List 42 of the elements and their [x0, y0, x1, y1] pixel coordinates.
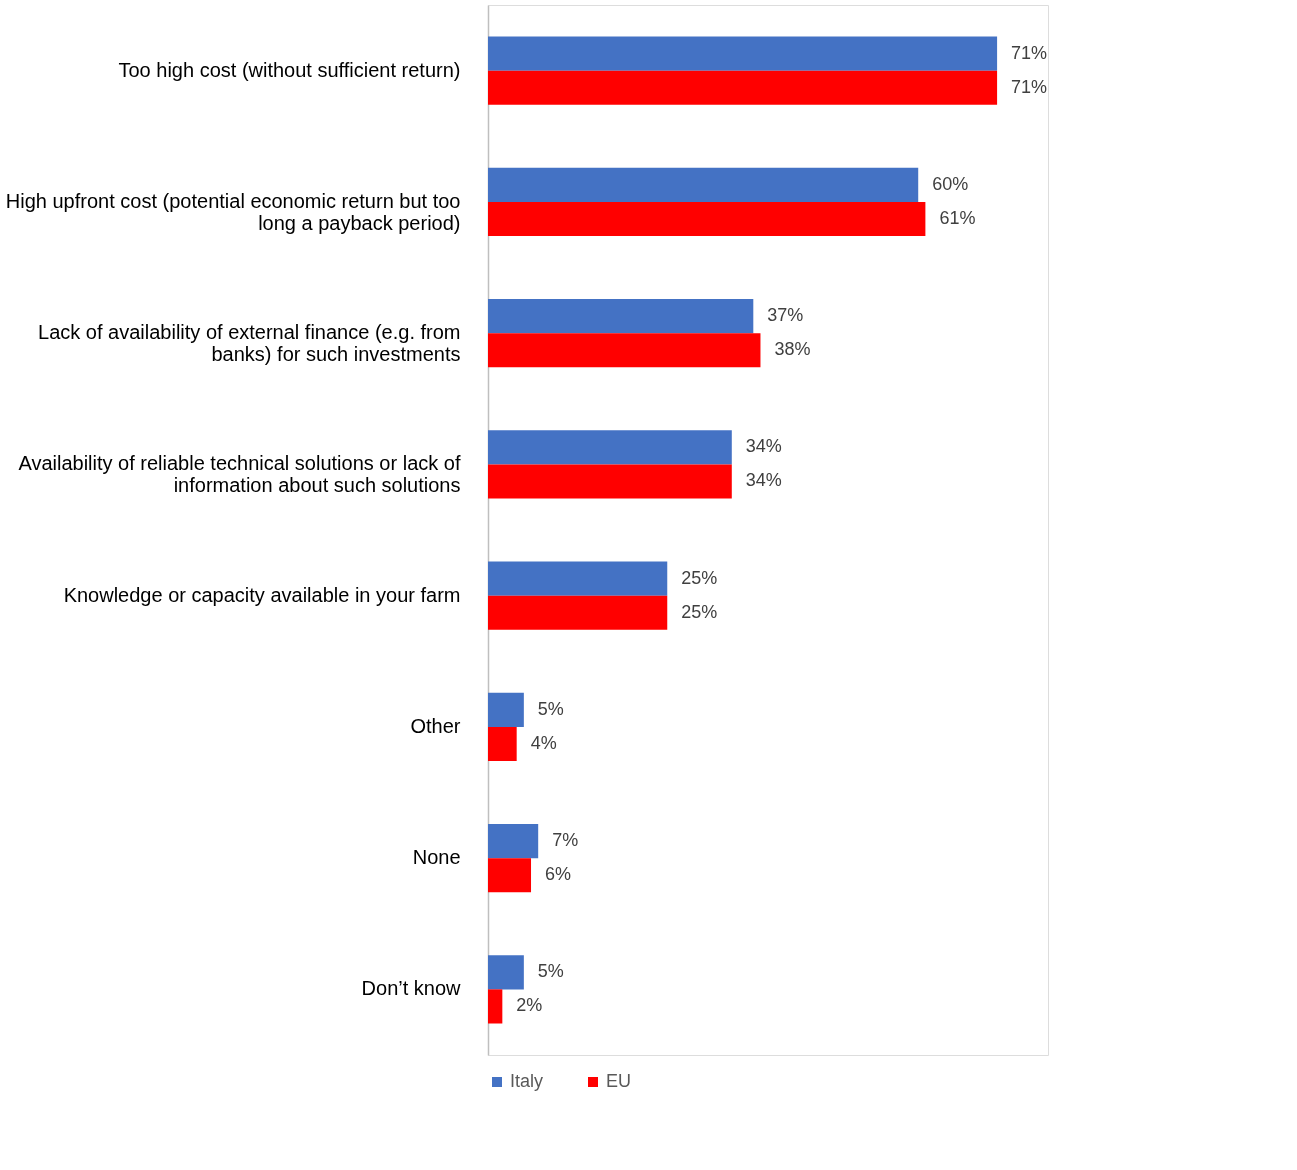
data-label: 2%	[516, 995, 543, 1016]
bar	[488, 692, 524, 727]
bar	[488, 858, 532, 893]
bar	[488, 955, 524, 990]
bar	[488, 70, 998, 105]
legend-label: Italy	[510, 1071, 544, 1091]
y-tick-label: None	[412, 846, 461, 869]
bar	[488, 333, 761, 368]
data-label: 5%	[537, 698, 564, 719]
bar	[488, 299, 754, 334]
data-label: 61%	[939, 207, 976, 228]
data-label: 25%	[681, 567, 718, 588]
data-label: 34%	[745, 470, 782, 491]
data-label: 38%	[774, 339, 811, 360]
data-label: 25%	[681, 601, 718, 622]
y-tick-label: Lack of availability of external finance (e.g. from banks) for such investments	[38, 321, 461, 366]
data-label: 5%	[537, 961, 564, 982]
bar	[488, 561, 668, 596]
bar	[488, 201, 926, 236]
data-label: 71%	[1011, 42, 1048, 63]
data-label: 71%	[1011, 76, 1048, 97]
bar	[488, 824, 539, 859]
data-label: 4%	[530, 732, 557, 753]
y-tick-label: High upfront cost (potential economic return but too long a payback period)	[5, 189, 461, 234]
bar	[488, 989, 503, 1024]
bar	[488, 464, 732, 499]
y-tick-label: Other	[410, 714, 461, 737]
bar	[488, 595, 668, 630]
y-tick-label: Knowledge or capacity available in your farm	[63, 583, 461, 606]
bar	[488, 36, 998, 71]
bar	[488, 167, 919, 202]
y-tick-label: Availability of reliable technical solutions or lack of information about such solutions	[18, 452, 461, 497]
data-label: 60%	[932, 173, 969, 194]
bar	[488, 430, 732, 465]
data-label: 34%	[745, 436, 782, 457]
data-label: 37%	[767, 305, 804, 326]
data-label: 6%	[545, 864, 572, 885]
y-tick-label: Don’t know	[361, 977, 462, 1000]
bar	[488, 726, 517, 761]
legend-label: EU	[606, 1071, 632, 1091]
y-tick-label: Too high cost (without sufficient return)	[118, 58, 461, 81]
data-label: 7%	[552, 830, 579, 851]
